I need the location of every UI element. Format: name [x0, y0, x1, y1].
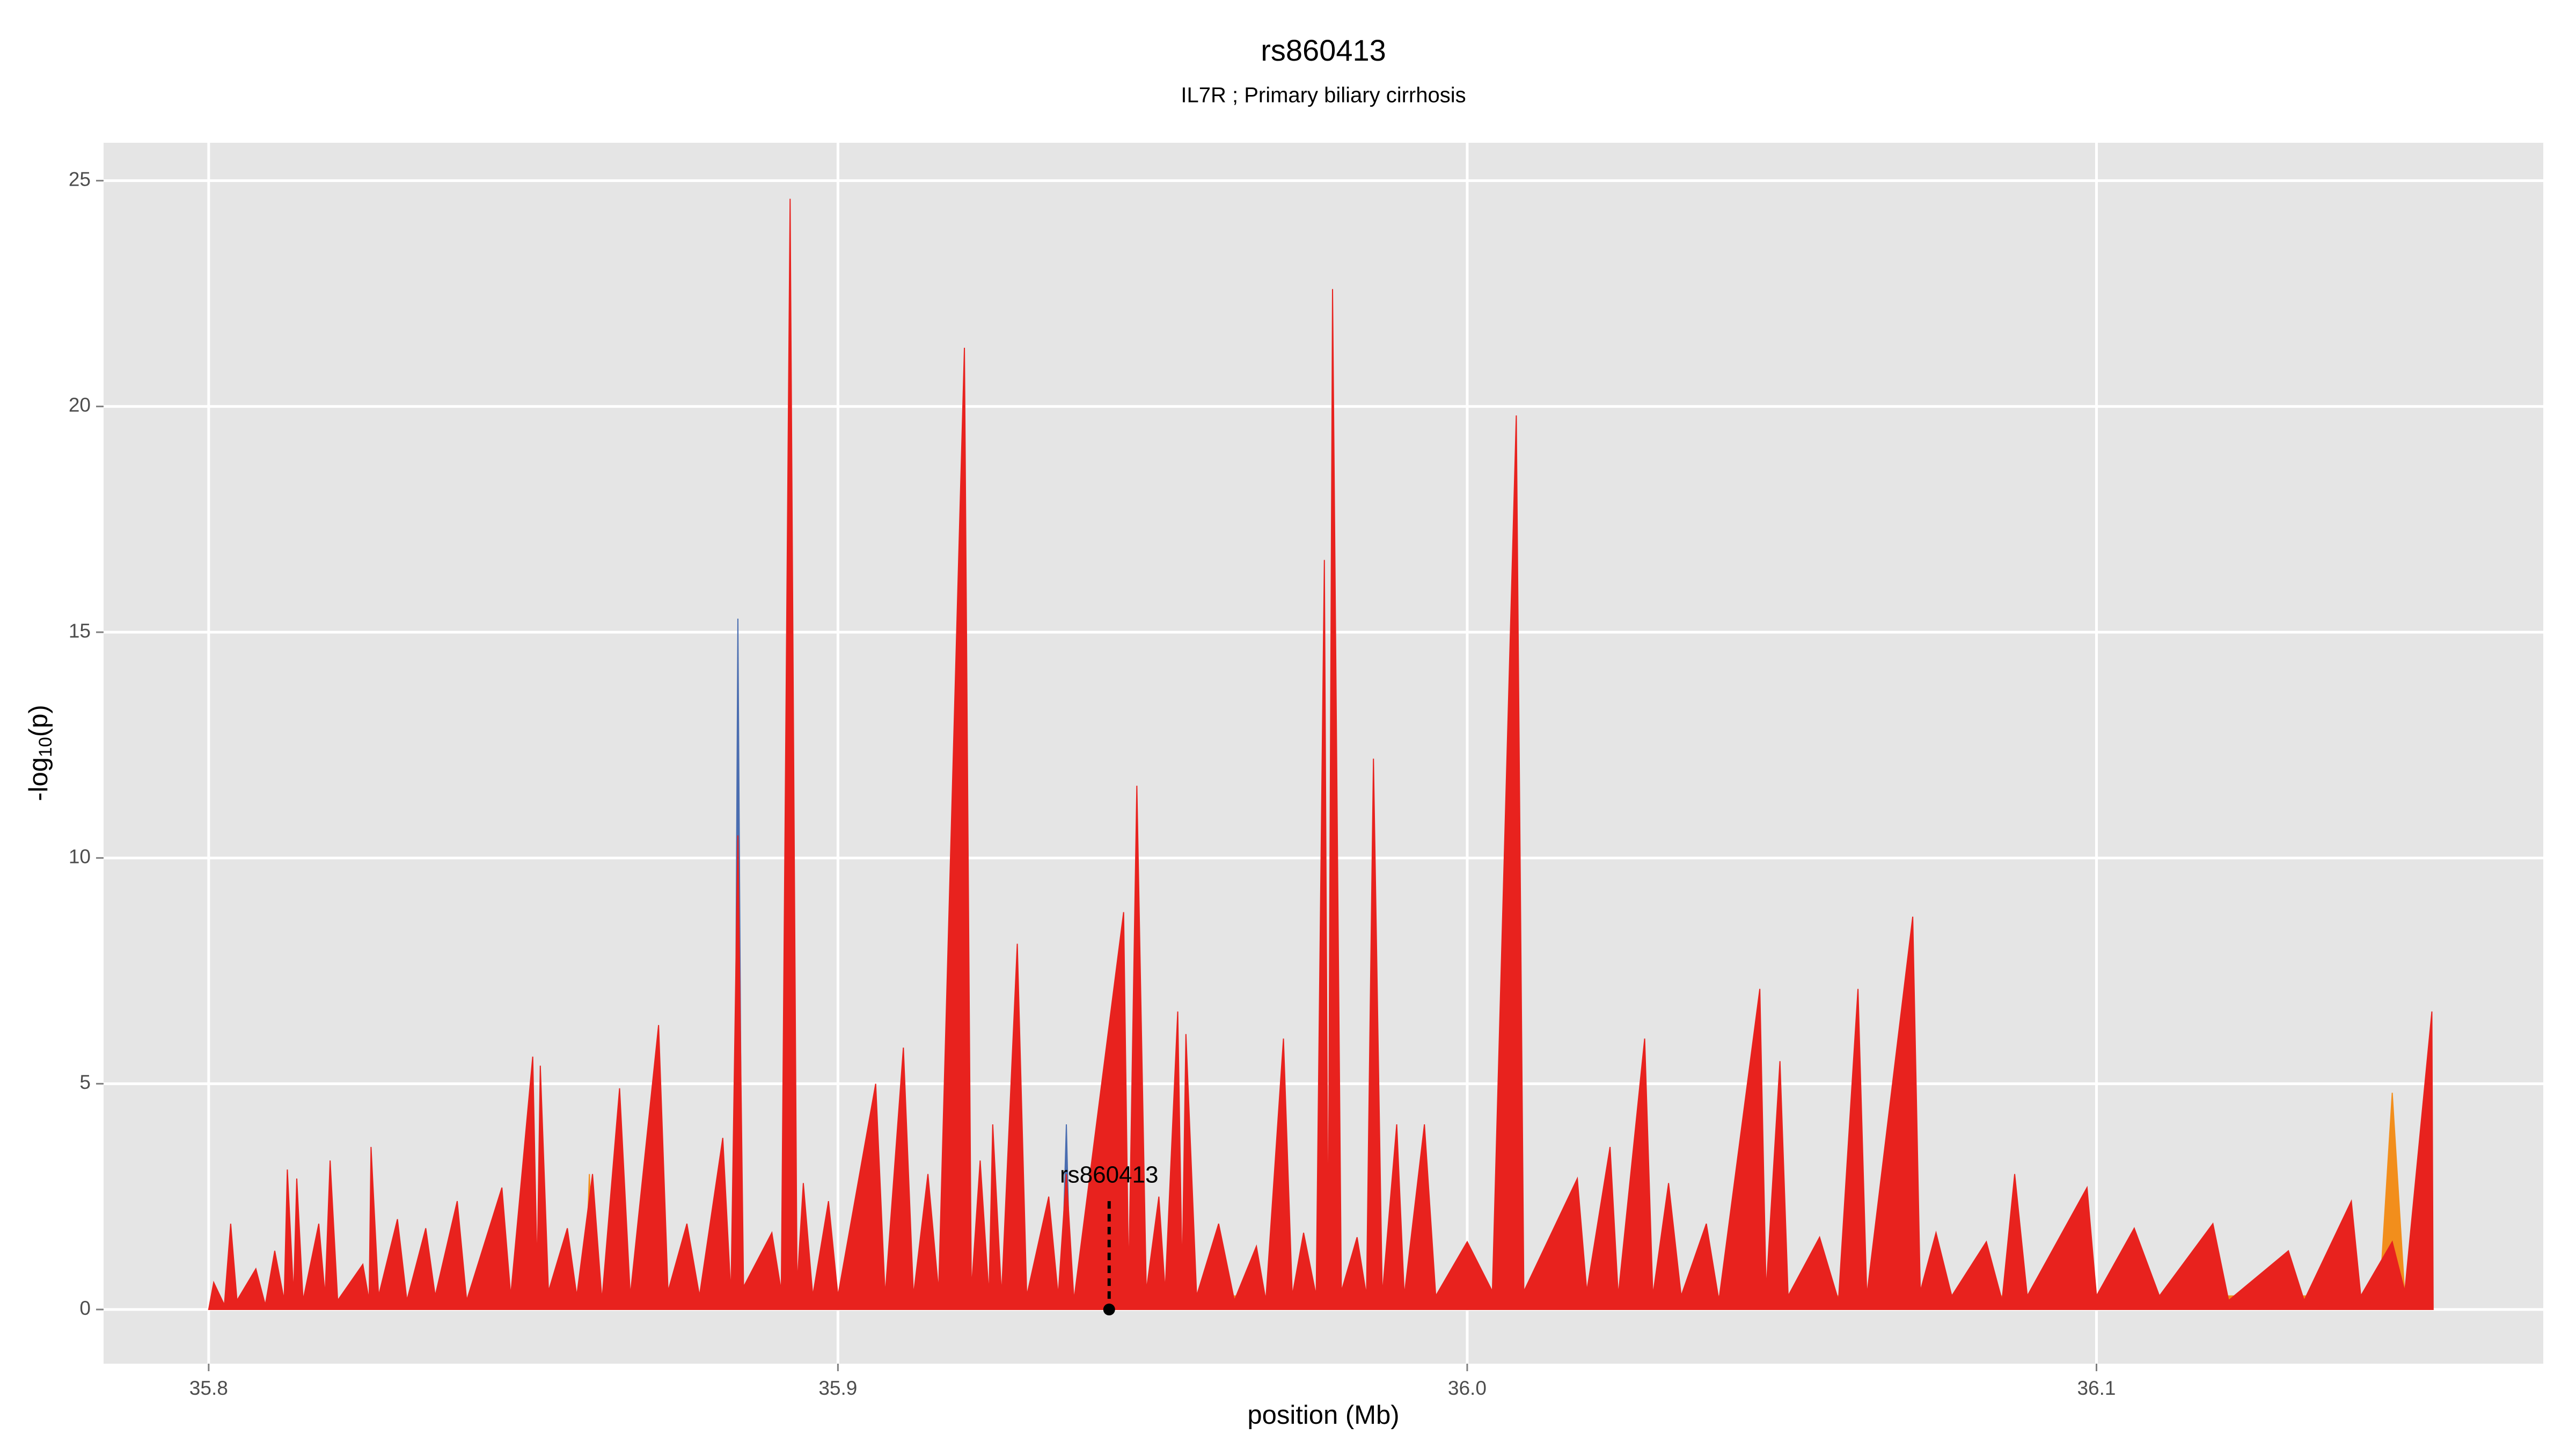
y-label-prefix: -log: [24, 757, 53, 801]
chart-subtitle: IL7R ; Primary biliary cirrhosis: [1181, 84, 1466, 107]
y-label-suffix: (p): [24, 705, 53, 737]
x-tick-label: 35.8: [189, 1377, 228, 1399]
y-label-subscript: 10: [35, 737, 56, 757]
y-axis-label: -log10(p): [24, 705, 56, 801]
y-tick-label: 10: [69, 845, 91, 867]
area: [208, 199, 2434, 1311]
x-axis-label: position (Mb): [1247, 1401, 1399, 1430]
chart-title: rs860413: [1261, 33, 1386, 67]
x-tick-label: 36.0: [1448, 1377, 1487, 1399]
y-tick-label: 15: [69, 620, 91, 642]
x-tick-label: 36.1: [2077, 1377, 2116, 1399]
annotation-label: rs860413: [1060, 1162, 1158, 1188]
y-tick-label: 20: [69, 394, 91, 416]
annotation-point: [1103, 1304, 1115, 1316]
y-tick-label: 5: [79, 1071, 91, 1093]
y-tick-label: 25: [69, 168, 91, 190]
y-tick-label: 0: [79, 1297, 91, 1319]
x-tick-label: 35.9: [818, 1377, 857, 1399]
